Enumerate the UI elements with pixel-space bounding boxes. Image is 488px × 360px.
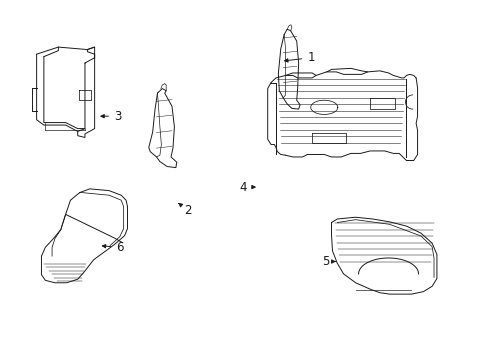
Text: 2: 2 xyxy=(179,203,191,217)
Text: 5: 5 xyxy=(321,255,334,268)
Text: 1: 1 xyxy=(284,51,314,64)
Text: 6: 6 xyxy=(102,241,123,254)
Text: 4: 4 xyxy=(239,181,255,194)
Text: 3: 3 xyxy=(101,110,121,123)
